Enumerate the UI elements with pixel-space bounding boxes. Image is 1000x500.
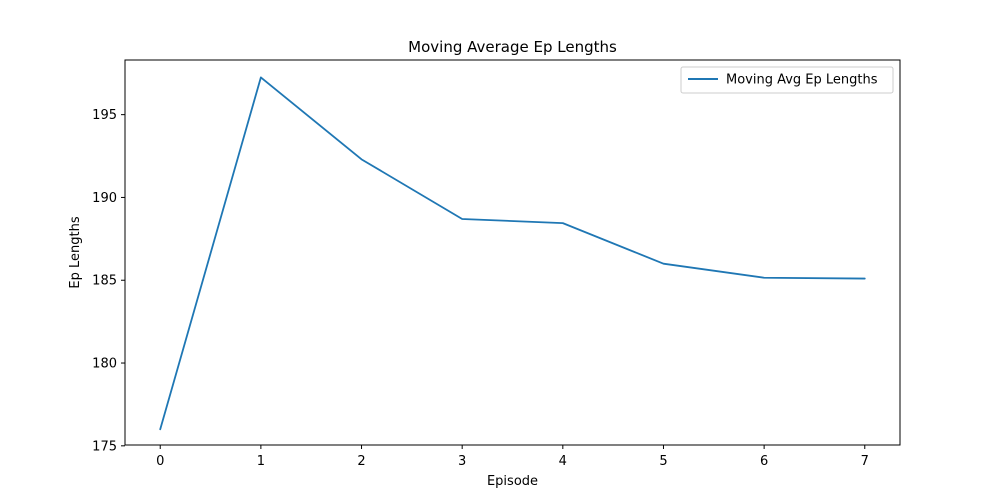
x-tick-label: 0 [156, 454, 164, 469]
y-axis-ticks: 175 180 185 190 195 [92, 108, 125, 454]
series-line-0 [159, 76, 866, 431]
plot-area [159, 76, 866, 431]
x-axis-label: Episode [487, 474, 538, 489]
x-tick-label: 2 [357, 454, 365, 469]
y-tick-label: 175 [92, 439, 117, 454]
legend-label: Moving Avg Ep Lengths [726, 73, 878, 88]
x-tick-label: 1 [257, 454, 265, 469]
legend: Moving Avg Ep Lengths [680, 66, 894, 94]
chart-title: Moving Average Ep Lengths [408, 38, 617, 56]
y-tick-label: 190 [92, 191, 117, 206]
x-tick-label: 3 [458, 454, 466, 469]
x-tick-label: 6 [760, 454, 768, 469]
y-tick-label: 180 [92, 357, 117, 372]
x-tick-label: 7 [861, 454, 869, 469]
y-axis-label: Ep Lengths [68, 216, 83, 288]
axes-frame [124, 59, 901, 446]
x-tick-label: 5 [659, 454, 667, 469]
x-tick-label: 4 [559, 454, 567, 469]
x-axis-ticks: 0 1 2 3 4 5 6 7 [156, 445, 869, 469]
legend-box [680, 66, 894, 94]
y-tick-label: 185 [92, 274, 117, 289]
y-tick-label: 195 [92, 108, 117, 123]
